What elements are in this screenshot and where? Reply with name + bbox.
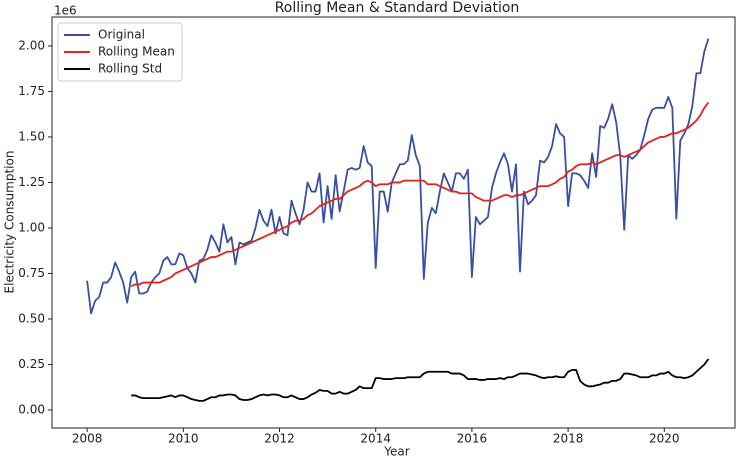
chart-title: Rolling Mean & Standard Deviation [275, 0, 520, 16]
y-tick-label: 0.25 [18, 357, 45, 371]
y-tick-label: 1.25 [18, 175, 45, 189]
x-tick-label: 2012 [264, 432, 295, 446]
x-tick-label: 2020 [649, 432, 680, 446]
y-axis-label: Electricity Consumption [3, 151, 17, 294]
legend-label: Rolling Std [98, 62, 162, 76]
y-tick-label: 1.75 [18, 84, 45, 98]
x-tick-label: 2018 [553, 432, 584, 446]
y-tick-label: 1.50 [18, 129, 45, 143]
y-tick-label: 0.75 [18, 266, 45, 280]
y-tick-label: 1.00 [18, 220, 45, 234]
legend-label: Original [98, 28, 145, 42]
legend-label: Rolling Mean [98, 45, 175, 59]
series-line [86, 38, 710, 315]
series-line [131, 358, 710, 402]
x-axis-label: Year [383, 445, 409, 459]
legend-box [57, 22, 183, 82]
x-tick-label: 2014 [360, 432, 391, 446]
y-tick-label: 0.00 [18, 402, 45, 416]
x-tick-label: 2008 [72, 432, 103, 446]
series-line [130, 101, 710, 288]
x-tick-label: 2010 [168, 432, 199, 446]
y-offset-label: 1e6 [54, 4, 77, 18]
y-tick-label: 0.50 [18, 311, 45, 325]
y-tick-label: 2.00 [18, 38, 45, 52]
x-tick-label: 2016 [457, 432, 488, 446]
plot-frame [51, 16, 736, 429]
